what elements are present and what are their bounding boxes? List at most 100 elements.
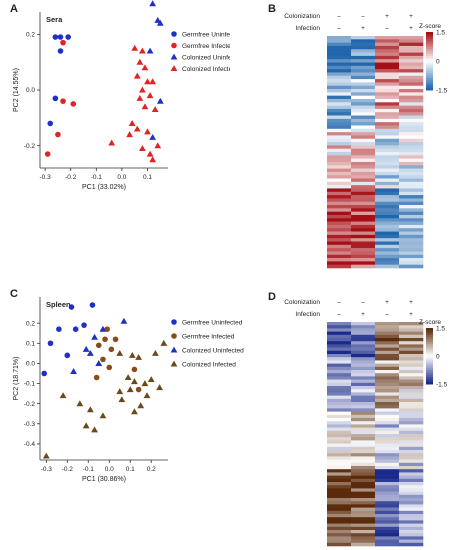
data-point <box>55 131 61 138</box>
heatmap-cell <box>351 75 376 80</box>
data-point <box>81 322 87 328</box>
heatmap-cell <box>351 421 376 425</box>
panel-letter-b: B <box>268 3 276 15</box>
data-point <box>47 340 54 347</box>
heatmap-cell <box>327 466 352 470</box>
heatmap-cell <box>375 501 400 505</box>
heatmap-cell <box>327 402 352 406</box>
color-scale-segment <box>426 377 433 380</box>
heatmap-cell <box>375 115 400 120</box>
x-tick-label: -0.3 <box>41 466 53 473</box>
heatmap-cell <box>375 395 400 400</box>
heatmap-cell <box>399 437 424 441</box>
heatmap-cell <box>399 357 424 361</box>
heatmap-cell <box>375 523 400 528</box>
heatmap-cell <box>351 55 376 60</box>
heatmap-cell <box>399 517 424 521</box>
heatmap-cell <box>399 198 424 203</box>
heatmap-cell <box>327 155 352 159</box>
color-scale-segment <box>426 367 433 371</box>
heatmap-cell <box>351 446 376 451</box>
heatmap-cell <box>327 344 352 348</box>
heatmap-cell <box>399 45 424 50</box>
heatmap-cell <box>351 507 376 512</box>
heatmap-cell <box>399 201 424 206</box>
heatmap-cell <box>327 405 352 409</box>
heatmap-cell <box>375 181 400 186</box>
heatmap-cell <box>327 148 352 153</box>
heatmap-cell <box>327 138 352 143</box>
heatmap-cell <box>375 52 400 57</box>
heatmap-cell <box>351 152 376 156</box>
heatmap-cell <box>351 389 376 393</box>
heatmap-cell <box>351 92 376 96</box>
heatmap-cell <box>351 504 376 508</box>
y-tick-label: -0.2 <box>24 143 36 150</box>
heatmap-cell <box>327 171 352 176</box>
heatmap-cell <box>351 354 376 358</box>
heatmap-cell <box>375 49 400 53</box>
heatmap-cell <box>375 185 400 189</box>
heatmap-cell <box>327 360 352 364</box>
heatmap-cell <box>399 389 424 393</box>
legend-marker <box>171 319 177 325</box>
column-sign-colonization: + <box>385 299 389 306</box>
heatmap-cell <box>399 188 424 193</box>
heatmap-cell <box>327 115 352 120</box>
heatmap-cell <box>327 520 352 524</box>
heatmap-cell <box>399 122 424 126</box>
heatmap-cell <box>351 514 376 518</box>
column-sign-infection: – <box>337 25 341 32</box>
heatmap-cell <box>327 411 352 416</box>
heatmap-cell <box>399 195 424 199</box>
heatmap-cell <box>375 478 400 483</box>
heatmap-cell <box>351 350 376 355</box>
heatmap-cell <box>351 248 376 252</box>
heatmap-cell <box>375 105 400 110</box>
color-scale-segment <box>426 39 433 43</box>
heatmap-cell <box>375 507 400 512</box>
heatmap-cell <box>375 437 400 441</box>
heatmap-cell <box>375 228 400 232</box>
heatmap-cell <box>375 424 400 428</box>
heatmap-cell <box>375 392 400 396</box>
heatmap-cell <box>399 539 424 544</box>
heatmap-cell <box>351 228 376 232</box>
heatmap-cell <box>327 191 352 196</box>
heatmap-cell <box>399 161 424 166</box>
color-scale-segment <box>426 87 433 91</box>
heatmap-cell <box>399 347 424 352</box>
heatmap-cell <box>375 536 400 540</box>
data-point <box>116 349 124 356</box>
heatmap-cell <box>351 408 376 412</box>
heatmap-cell <box>327 366 352 371</box>
data-point <box>47 120 54 127</box>
heatmap-cell <box>399 95 424 100</box>
y-tick-label: -0.3 <box>24 421 36 428</box>
heatmap-cell <box>375 175 400 179</box>
column-sign-infection: + <box>409 311 413 318</box>
heatmap-cell <box>399 475 424 480</box>
column-sign-infection: + <box>361 25 365 32</box>
heatmap-cell <box>399 42 424 47</box>
heatmap-cell <box>399 152 424 156</box>
heatmap-cell <box>327 494 352 499</box>
heatmap-cell <box>375 472 400 476</box>
color-scale-segment <box>426 80 433 84</box>
heatmap-cell <box>327 347 352 352</box>
heatmap-cell <box>327 145 352 149</box>
heatmap-cell <box>375 408 400 412</box>
heatmap-cell <box>327 507 352 512</box>
heatmap-cell <box>351 434 376 438</box>
heatmap-cell <box>351 89 376 93</box>
heatmap-cell <box>327 338 352 342</box>
heatmap-cell <box>327 526 352 531</box>
heatmap-cell <box>351 175 376 179</box>
heatmap-cell <box>327 459 352 464</box>
heatmap-cell <box>375 466 400 470</box>
heatmap-cell <box>399 328 424 332</box>
heatmap-cell <box>351 42 376 47</box>
data-point <box>102 336 108 343</box>
heatmap-cell <box>375 334 400 339</box>
heatmap-cell <box>375 418 400 422</box>
